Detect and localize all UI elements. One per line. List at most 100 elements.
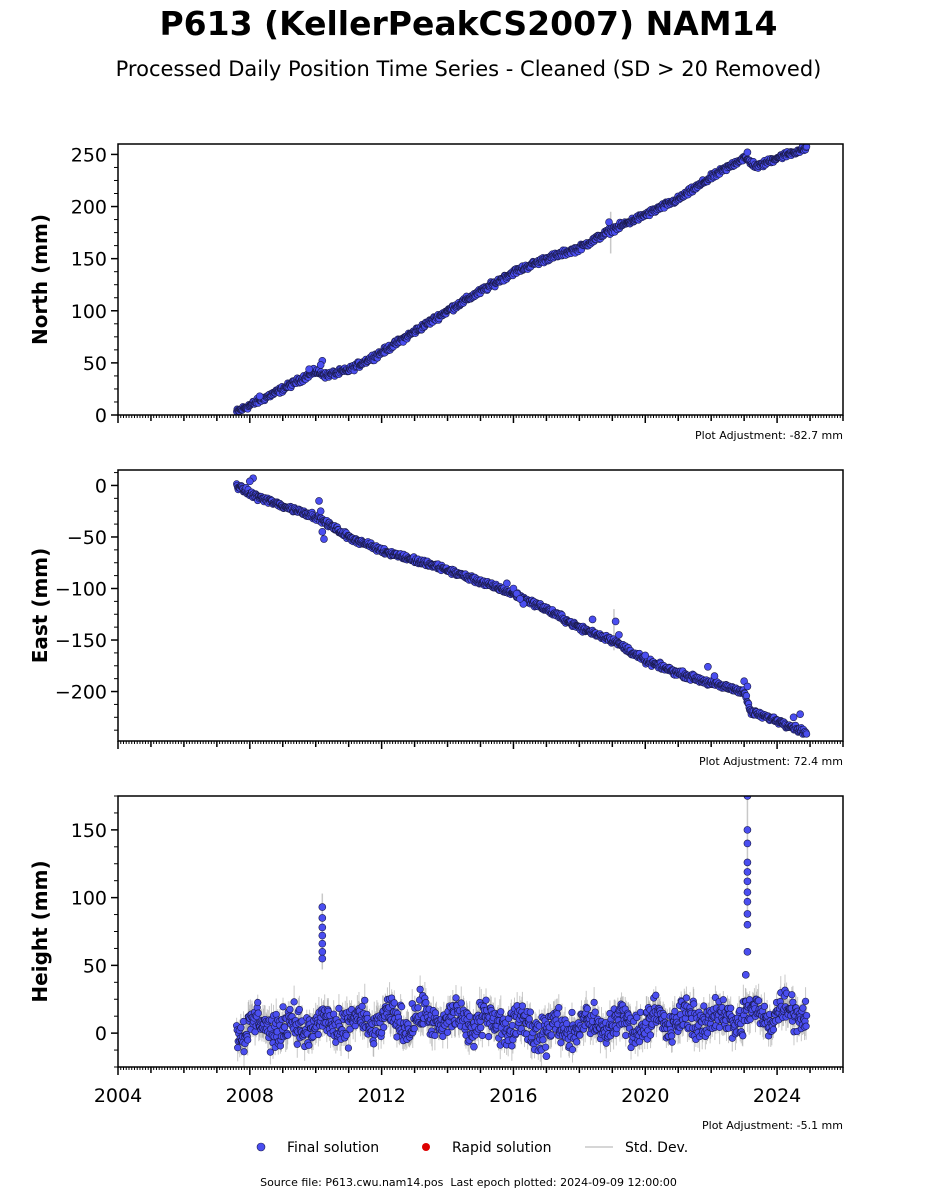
data-point <box>525 1015 533 1023</box>
y-tick-label: 150 <box>71 249 107 271</box>
data-point <box>508 1042 516 1050</box>
y-tick-label: 0 <box>95 405 107 427</box>
data-point <box>361 996 369 1004</box>
data-point <box>590 998 598 1007</box>
outlier-point <box>316 361 325 369</box>
data-point <box>279 1003 287 1011</box>
outlier-point <box>315 497 323 505</box>
data-point <box>234 1044 242 1052</box>
data-point <box>439 1032 447 1041</box>
data-point <box>344 1044 353 1052</box>
data-point <box>452 994 460 1002</box>
data-point <box>553 1010 561 1018</box>
data-point <box>555 1004 563 1012</box>
outlier-point <box>516 595 524 603</box>
page-title: P613 (KellerPeakCS2007) NAM14 <box>159 4 778 43</box>
data-point <box>346 1025 354 1033</box>
data-points-north <box>233 144 811 415</box>
data-point <box>240 1048 248 1056</box>
panel-frame <box>117 143 844 416</box>
outlier-point <box>316 507 325 516</box>
data-point <box>591 1008 599 1016</box>
data-point <box>281 1023 289 1031</box>
outlier-point <box>503 579 511 588</box>
outlier-point <box>743 148 752 157</box>
page-subtitle: Processed Daily Position Time Series - C… <box>115 57 822 81</box>
outlier-point <box>704 663 712 671</box>
data-point <box>431 1031 439 1040</box>
data-point <box>370 1040 378 1048</box>
data-point <box>358 1002 366 1010</box>
outlier-point <box>246 477 254 486</box>
data-point <box>266 1048 274 1056</box>
data-point <box>416 985 424 993</box>
data-point <box>390 999 398 1007</box>
data-points-east <box>233 474 811 738</box>
outlier-point <box>588 615 597 624</box>
data-point <box>254 1009 262 1017</box>
data-point <box>443 1028 452 1036</box>
data-point <box>568 1046 577 1054</box>
outlier-point <box>789 713 798 722</box>
panel-east: −200 −150 −100 −50 0 East (mm) Plot Adjustment… <box>28 469 844 768</box>
outlier-point <box>605 218 613 226</box>
y-axis-label: East (mm) <box>28 548 52 664</box>
y-tick-label: 250 <box>71 144 107 166</box>
data-point <box>573 1038 581 1046</box>
outlier-point <box>641 651 650 660</box>
y-tick-label: 0 <box>95 475 107 497</box>
data-point <box>254 998 262 1007</box>
data-point <box>305 1041 313 1049</box>
data-point <box>803 730 811 738</box>
data-point <box>485 1032 493 1041</box>
y-tick-label: −100 <box>55 578 107 600</box>
outlier-point <box>710 672 719 680</box>
outlier-point <box>320 535 328 543</box>
outlier-point <box>743 682 752 691</box>
data-point <box>286 1005 294 1014</box>
plot-adjustment-label: Plot Adjustment: -82.7 mm <box>695 429 843 442</box>
panel-frame <box>117 469 844 742</box>
data-point <box>568 1008 576 1017</box>
data-point <box>466 1012 474 1021</box>
y-tick-label: −150 <box>55 630 107 652</box>
data-point <box>482 996 490 1004</box>
data-point <box>237 1024 245 1032</box>
data-point <box>633 1013 641 1022</box>
outlier-point <box>305 365 313 373</box>
data-point <box>457 999 465 1007</box>
y-tick-label: −50 <box>67 527 107 549</box>
data-point <box>547 1031 556 1039</box>
outlier-point <box>611 617 620 626</box>
data-point <box>518 1002 527 1010</box>
data-point <box>497 1008 505 1016</box>
data-point <box>284 1031 292 1039</box>
y-tick-label: −200 <box>55 682 107 704</box>
data-point <box>314 1030 322 1039</box>
data-point <box>477 1024 485 1032</box>
data-point <box>526 1008 534 1016</box>
data-points-height <box>233 796 811 1067</box>
data-point <box>803 144 811 151</box>
plot-adjustment-label: Plot Adjustment: 72.4 mm <box>699 755 843 768</box>
data-point <box>410 1024 418 1033</box>
data-point <box>380 1023 388 1031</box>
y-axis-label: North (mm) <box>28 214 52 345</box>
y-tick-label: 200 <box>71 197 107 219</box>
data-point <box>335 1004 343 1012</box>
data-point <box>290 998 298 1006</box>
y-tick-label: 100 <box>71 301 107 323</box>
data-point <box>478 1031 486 1040</box>
outlier-point <box>255 392 264 401</box>
data-point <box>583 1005 591 1013</box>
data-point <box>398 1003 406 1011</box>
data-point <box>557 1039 565 1047</box>
data-point <box>539 1036 547 1044</box>
data-point <box>414 1004 422 1012</box>
data-point <box>244 1036 252 1044</box>
panel-north: 0 50 100 150 200 250 North (mm) Plot Adjustment… <box>28 143 844 442</box>
outlier-point <box>796 710 804 719</box>
data-point <box>293 1040 301 1048</box>
